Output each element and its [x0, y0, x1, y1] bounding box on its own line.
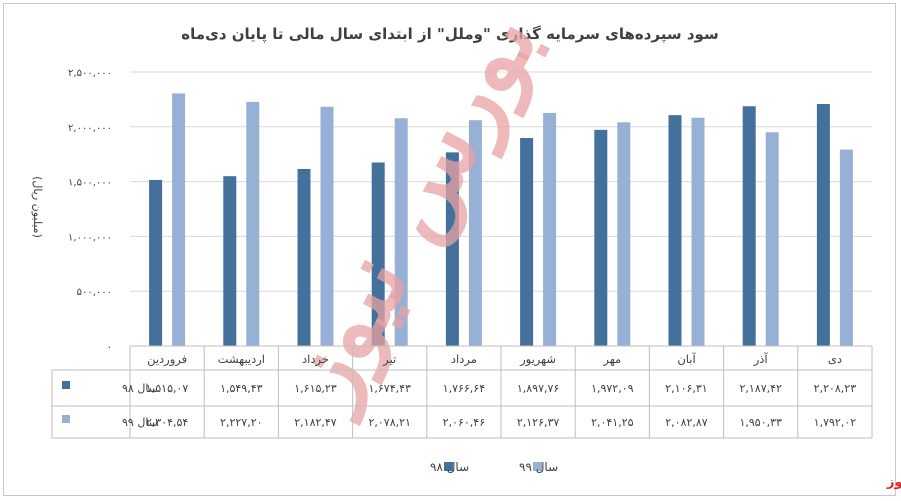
bar — [246, 101, 260, 346]
legend-label: سال ۹۹ — [519, 460, 558, 474]
bar — [543, 112, 557, 346]
series-swatch — [62, 415, 70, 423]
bar — [149, 179, 163, 346]
bar — [594, 129, 608, 346]
data-cell: ۲,۱۸۲,۴۷ — [294, 416, 337, 429]
bar — [816, 103, 830, 346]
data-cell: ۱,۸۹۷,۷۶ — [517, 382, 559, 395]
y-tick-label: ۱,۰۰۰,۰۰۰ — [68, 232, 112, 243]
data-cell: ۱,۵۴۹,۴۳ — [220, 382, 263, 395]
data-cell: ۲,۱۸۷,۴۲ — [739, 382, 782, 395]
y-axis-label: (میلیون ریال) — [31, 176, 44, 238]
data-cell: ۲,۳۰۴,۵۴ — [146, 416, 189, 429]
category-label: آبان — [677, 352, 696, 366]
data-cell: ۱,۶۱۵,۲۳ — [294, 382, 337, 395]
category-label: آذر — [753, 352, 769, 367]
bar — [468, 120, 482, 346]
legend-label: سال ۹۸ — [430, 460, 469, 474]
chart-title: سود سپرده‌های سرمایه گذاری "وملل" از ابت… — [181, 25, 718, 44]
legend: سال ۹۹ سال ۹۸ — [430, 460, 558, 474]
data-cell: ۲,۲۰۸,۲۳ — [814, 382, 857, 395]
data-cell: ۲,۲۲۷,۲۰ — [220, 416, 262, 429]
bar — [691, 117, 705, 347]
category-label: دی — [828, 352, 842, 366]
bar — [765, 132, 779, 346]
bar — [445, 152, 459, 346]
bar — [394, 118, 408, 347]
bar — [742, 106, 756, 347]
series-name: سال ۹۸ — [122, 382, 158, 395]
y-tick-label: ۱,۵۰۰,۰۰۰ — [68, 178, 112, 189]
data-cell: ۲,۰۴۱,۲۵ — [591, 416, 634, 429]
y-tick-label: ۵۰۰,۰۰۰ — [77, 287, 112, 298]
data-cell: ۱,۷۹۲,۰۲ — [814, 416, 857, 429]
data-cell: ۲,۱۰۶,۳۱ — [665, 382, 707, 395]
bars — [149, 93, 853, 347]
category-label: اردیبهشت — [218, 352, 265, 367]
bar — [223, 176, 237, 346]
legend-swatch — [533, 462, 542, 471]
series-swatch — [62, 381, 70, 389]
legend-swatch — [444, 462, 453, 471]
category-label: خرداد — [302, 352, 329, 367]
data-cell: ۲,۰۷۸,۲۱ — [368, 416, 410, 429]
data-cell: ۱,۶۷۴,۴۳ — [368, 382, 411, 395]
bar — [297, 168, 311, 346]
y-tick-label: ۰ — [107, 342, 112, 353]
bar — [520, 138, 534, 346]
bar — [617, 122, 631, 347]
category-label: شهریور — [519, 352, 556, 367]
brand-label: بورس نیوز — [886, 475, 901, 490]
bar — [839, 149, 853, 346]
category-label: مهر — [602, 352, 621, 367]
data-cell: ۲,۰۸۲,۸۷ — [665, 416, 708, 429]
y-tick-label: ۲,۵۰۰,۰۰۰ — [68, 68, 112, 79]
category-label: مرداد — [451, 352, 477, 367]
data-cell: ۱,۹۵۰,۳۳ — [739, 416, 782, 429]
y-tick-label: ۲,۰۰۰,۰۰۰ — [68, 123, 112, 134]
data-cell: ۱,۹۷۲,۰۹ — [591, 382, 634, 395]
data-table: دی آذر آبان مهر شهریور مرداد تیر خرداد اردیبهشت ف… — [51, 345, 873, 439]
bar — [668, 115, 682, 346]
category-label: تیر — [382, 352, 396, 367]
data-cell: ۲,۱۲۶,۳۷ — [517, 416, 560, 429]
bar — [371, 162, 385, 346]
bar — [320, 106, 334, 346]
series-name: سال ۹۹ — [122, 416, 158, 429]
data-cell: ۲,۰۶۰,۴۶ — [443, 416, 485, 429]
bar — [172, 93, 186, 346]
data-cell: ۱,۵۱۵,۰۷ — [146, 382, 189, 395]
data-cell: ۱,۷۶۶,۶۴ — [443, 382, 486, 395]
category-label: فروردین — [147, 352, 187, 367]
